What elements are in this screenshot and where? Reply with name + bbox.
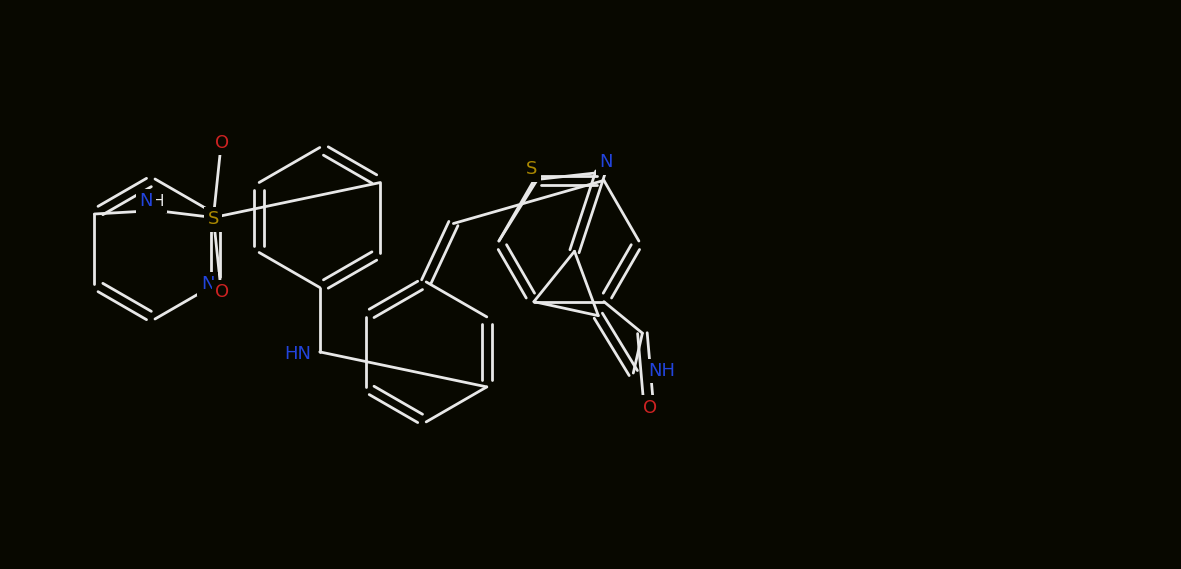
Text: O: O [215, 134, 229, 152]
Text: H: H [152, 194, 164, 209]
Text: NH: NH [648, 362, 674, 380]
Text: N: N [600, 154, 613, 171]
Text: HN: HN [285, 345, 312, 363]
Text: S: S [208, 211, 218, 229]
Text: N: N [139, 192, 152, 211]
Text: N: N [201, 275, 215, 293]
Text: O: O [215, 283, 229, 301]
Text: O: O [642, 398, 657, 417]
Text: S: S [526, 160, 537, 179]
